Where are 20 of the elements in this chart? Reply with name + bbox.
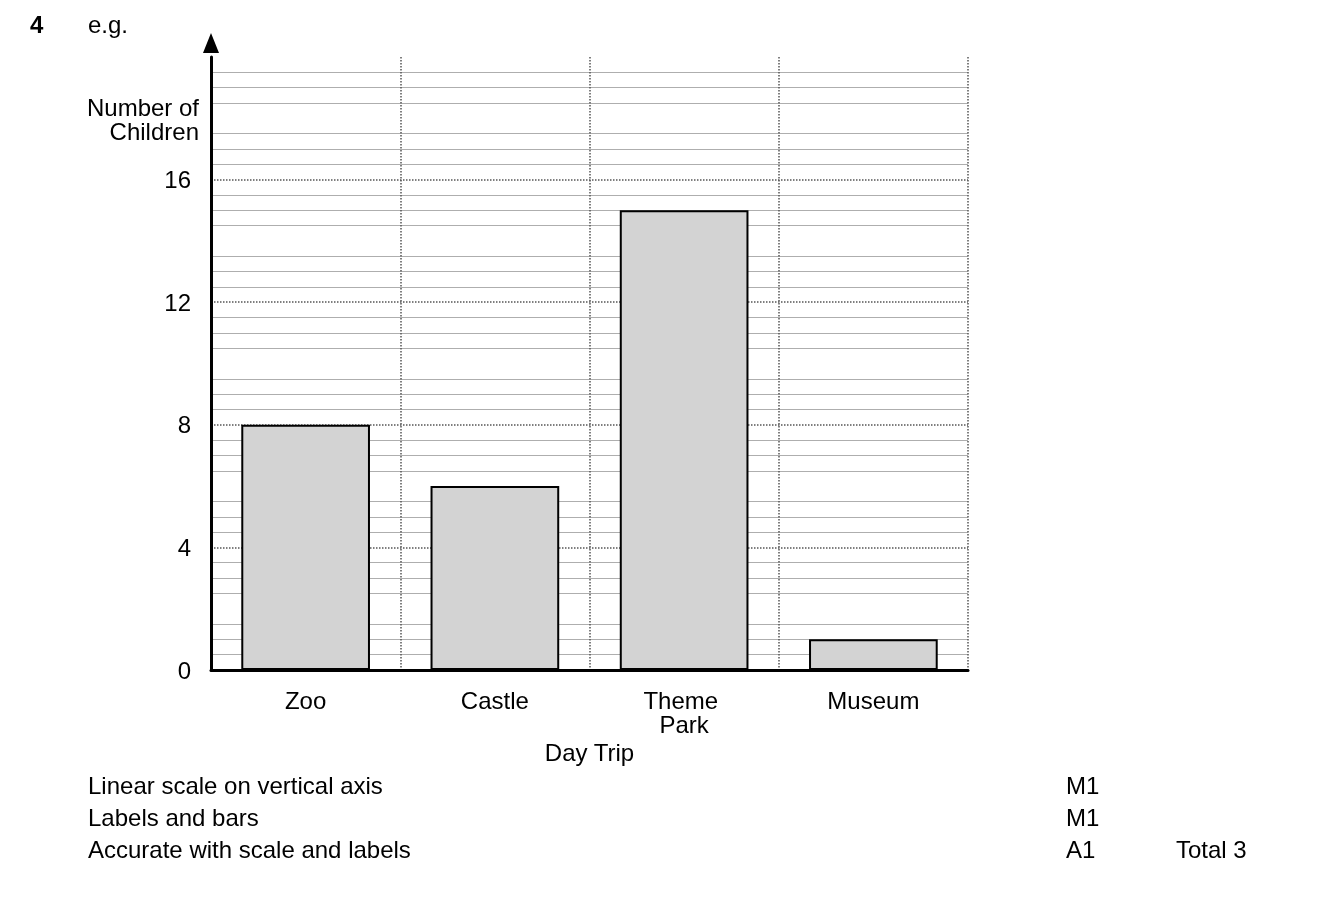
y-tick-label: 4 <box>177 533 191 561</box>
x-tick-label: Castle <box>460 686 529 714</box>
text: Linear scale on vertical axis <box>88 771 383 799</box>
text: Labels and bars <box>88 803 259 831</box>
text: M1 <box>1066 803 1100 831</box>
x-tick-label: Zoo <box>284 686 327 714</box>
x-tick-label: Museum <box>827 686 920 714</box>
text: A1 <box>1066 835 1096 863</box>
text: M1 <box>1066 771 1100 799</box>
y-axis-title: Number of Children <box>86 93 200 145</box>
text: Accurate with scale and labels <box>88 835 411 863</box>
x-tick-label: Theme Park <box>643 686 725 738</box>
y-tick-label: 8 <box>177 411 191 439</box>
text: 4 <box>30 10 44 38</box>
text: e.g. <box>88 10 129 38</box>
text: Total 3 <box>1176 835 1247 863</box>
x-axis-title: Day Trip <box>544 739 635 767</box>
y-tick-label: 0 <box>177 656 191 684</box>
y-tick-label: 16 <box>164 166 191 194</box>
y-tick-label: 12 <box>164 288 191 316</box>
